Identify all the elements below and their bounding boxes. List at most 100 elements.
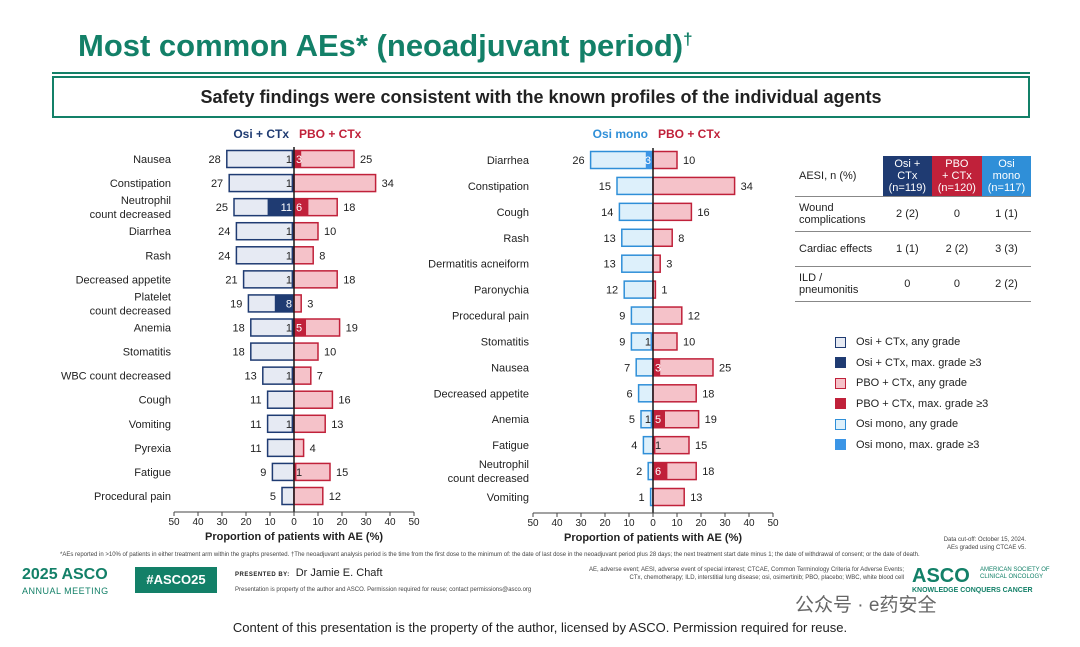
legend-item: Osi + CTx, max. grade ≥3	[835, 353, 988, 374]
bar-left-any-label: 9	[619, 336, 625, 348]
bar-right-any-label: 12	[329, 491, 341, 503]
abbreviations-note: AE, adverse event; AESI, adverse event o…	[588, 567, 904, 581]
bar-left-any-label: 9	[260, 467, 266, 479]
bar-right-any-label: 13	[690, 492, 702, 504]
bar-left-max-label: 1	[645, 336, 651, 348]
bar-right-any-label: 15	[695, 440, 707, 452]
bar-left-max-label: 1	[286, 419, 292, 431]
category-label: Cough	[139, 395, 171, 407]
x-tick-label: 20	[240, 517, 252, 528]
x-tick-label: 0	[650, 518, 656, 529]
bar-right-any	[293, 390, 334, 409]
x-tick-label: 50	[527, 518, 539, 529]
bar-right-any-label: 12	[688, 311, 700, 323]
category-label: Dermatitis acneiform	[428, 259, 529, 271]
bar-right-any-label: 1	[661, 285, 667, 297]
x-tick-label: 30	[575, 518, 587, 529]
bar-left-any-label: 14	[601, 207, 613, 219]
bar-right-any-label: 8	[319, 250, 325, 262]
bar-right-any-label: 19	[346, 323, 358, 335]
bar-right-any	[293, 414, 326, 434]
category-label: Rash	[503, 233, 529, 245]
asco-logo-subtitle: AMERICAN SOCIETY OF CLINICAL ONCOLOGY	[980, 567, 1050, 580]
bar-left-max-label: 1	[286, 371, 292, 383]
bar-left-any	[226, 149, 295, 169]
legend-item: Osi + CTx, any grade	[835, 332, 988, 353]
bar-left-any-label: 11	[250, 443, 261, 455]
bar-right-any	[293, 294, 302, 313]
category-label: Anemia	[134, 323, 172, 335]
bar-right-any	[652, 358, 714, 377]
category-label: Rash	[145, 250, 171, 262]
bar-left-any	[271, 462, 295, 482]
bar-left-any-label: 6	[626, 388, 632, 400]
bar-right-max	[653, 436, 656, 454]
bar-left-any-label: 13	[604, 233, 616, 245]
bar-left-max	[291, 246, 294, 264]
x-tick-label: 40	[743, 518, 755, 529]
x-tick-label: 30	[360, 517, 372, 528]
category-label: Paronychia	[474, 285, 530, 297]
bar-right-any-label: 18	[702, 388, 714, 400]
legend-swatch	[835, 377, 846, 389]
bar-right-max	[294, 463, 297, 481]
bar-left-any	[642, 435, 654, 455]
bar-left-any	[266, 390, 295, 409]
category-label: Decreased appetite	[76, 274, 171, 286]
right-series-header: PBO + CTx	[299, 127, 362, 141]
bar-left-max-label: 1	[645, 414, 651, 426]
bar-left-any	[589, 150, 654, 170]
bar-right-max-label: 1	[655, 440, 661, 452]
bar-right-any-label: 3	[307, 298, 313, 310]
bar-left-max-label: 1	[286, 274, 292, 286]
bar-right-any-label: 25	[360, 154, 372, 166]
bar-right-any-label: 10	[683, 336, 695, 348]
category-label: Diarrhea	[129, 226, 172, 238]
legend-swatch	[835, 398, 846, 410]
bar-left-any-label: 19	[230, 298, 242, 310]
bar-right-any	[293, 221, 319, 241]
x-tick-label: 40	[192, 517, 204, 528]
bar-left-any-label: 27	[211, 178, 223, 190]
x-axis-title: Proportion of patients with AE (%)	[205, 531, 383, 543]
bar-right-any-label: 18	[343, 274, 355, 286]
x-tick-label: 10	[312, 517, 324, 528]
bar-right-any-label: 34	[741, 181, 753, 193]
x-tick-label: 30	[719, 518, 731, 529]
bar-right-any	[652, 306, 683, 325]
bar-right-any-label: 19	[705, 414, 717, 426]
bar-right-max-label: 3	[655, 362, 661, 374]
bar-left-any	[637, 384, 654, 403]
bar-right-max	[294, 319, 306, 336]
category-label: Neutrophil	[479, 459, 529, 471]
bar-right-any-label: 15	[336, 467, 348, 479]
bar-right-any-label: 16	[697, 207, 709, 219]
title-divider	[52, 72, 1030, 74]
bar-left-max	[291, 415, 294, 433]
category-label: Constipation	[110, 178, 171, 190]
bar-right-any	[293, 270, 338, 289]
bar-left-any-label: 4	[631, 440, 637, 452]
bar-right-any	[293, 366, 312, 385]
bar-right-max	[653, 410, 665, 428]
x-tick-label: 10	[264, 517, 276, 528]
bar-right-any-label: 10	[324, 226, 336, 238]
bar-right-max-label: 1	[296, 467, 302, 479]
bar-right-any-label: 18	[702, 466, 714, 478]
x-tick-label: 0	[291, 517, 297, 528]
bar-left-any-label: 11	[250, 419, 261, 431]
bar-left-any	[618, 202, 654, 222]
bar-left-any	[621, 228, 654, 248]
x-tick-label: 20	[695, 518, 707, 529]
x-tick-label: 50	[168, 517, 180, 528]
category-label: Neutrophil	[121, 195, 171, 207]
bar-right-any	[293, 149, 355, 169]
left-series-header: Osi + CTx	[233, 127, 289, 141]
bar-right-max-label: 5	[655, 414, 661, 426]
category-label: Decreased appetite	[434, 388, 529, 400]
bar-right-max-label: 5	[296, 323, 302, 335]
presenter: PRESENTED BY: Dr Jamie E. Chaft	[235, 567, 383, 579]
bar-left-any-label: 24	[218, 250, 230, 262]
bar-left-any-label: 7	[624, 362, 630, 374]
